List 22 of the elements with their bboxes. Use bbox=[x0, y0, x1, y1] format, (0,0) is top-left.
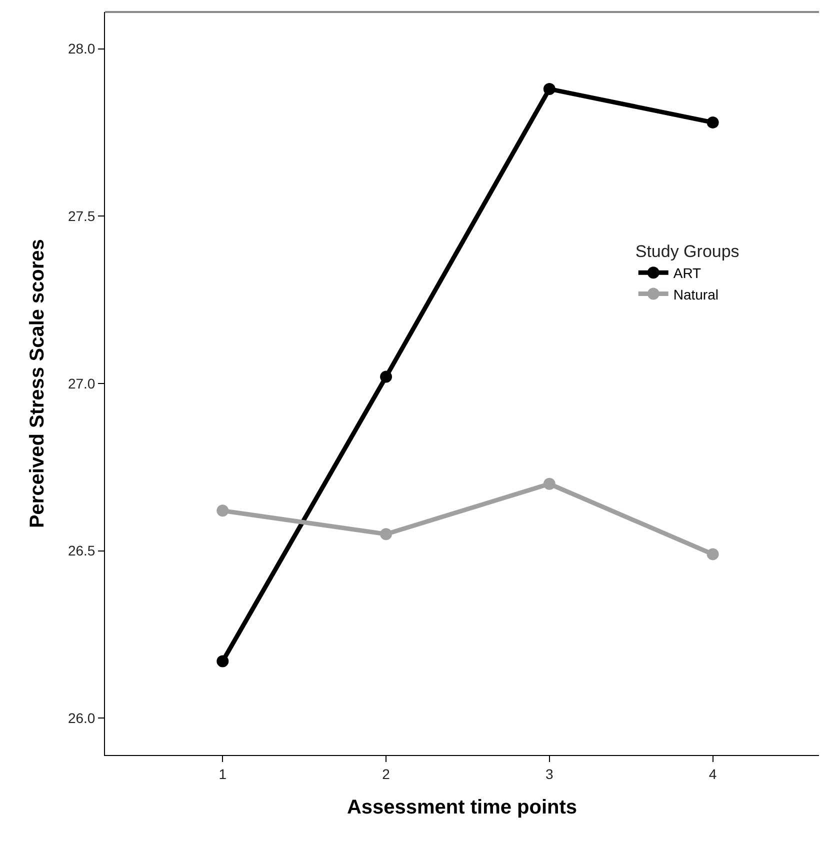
y-tick-label: 26.0 bbox=[68, 710, 96, 726]
y-tick-label: 27.0 bbox=[68, 375, 96, 392]
point bbox=[216, 655, 229, 668]
x-tick-label: 3 bbox=[546, 766, 554, 782]
legend-label: Natural bbox=[673, 286, 718, 302]
point bbox=[543, 478, 556, 490]
legend-title: Study Groups bbox=[635, 242, 740, 261]
x-axis-title: Assessment time points bbox=[346, 796, 578, 818]
y-tick-label: 26.5 bbox=[68, 542, 96, 559]
x-tick-label: 1 bbox=[218, 766, 227, 782]
legend-label: ART bbox=[673, 265, 702, 282]
y-axis-title: Perceived Stress Scale scores bbox=[26, 238, 48, 528]
point bbox=[380, 370, 392, 383]
x-tick-label: 4 bbox=[708, 766, 717, 782]
x-tick-label: 2 bbox=[382, 766, 390, 782]
point bbox=[216, 504, 229, 517]
point bbox=[706, 116, 719, 128]
point bbox=[706, 548, 719, 560]
y-tick-label: 28.0 bbox=[68, 40, 96, 57]
y-tick-label: 27.5 bbox=[68, 208, 96, 224]
point bbox=[380, 528, 392, 540]
point bbox=[543, 82, 556, 95]
